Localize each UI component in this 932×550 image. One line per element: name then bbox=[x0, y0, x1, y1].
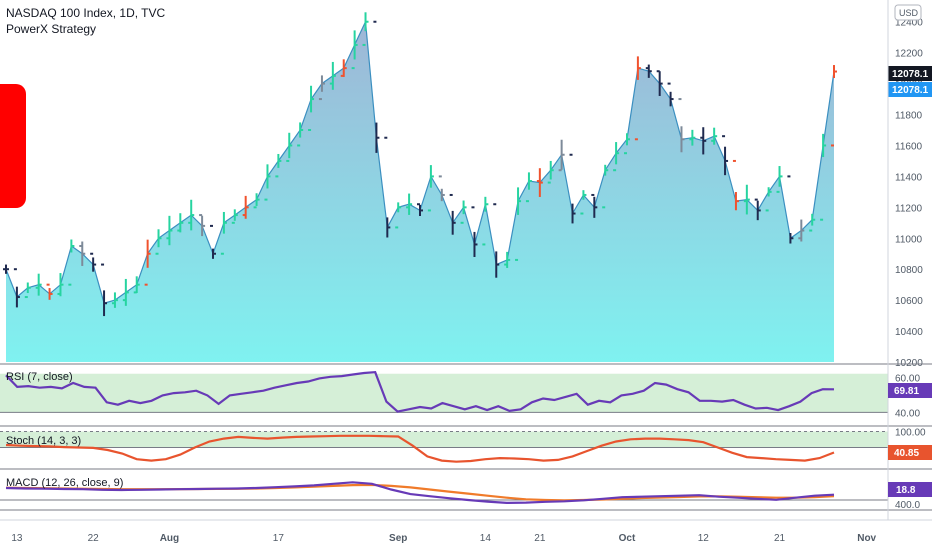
time-tick-label: Sep bbox=[389, 533, 407, 544]
currency-badge bbox=[894, 4, 922, 21]
time-tick-label: 21 bbox=[534, 533, 546, 544]
rsi-value-badge bbox=[888, 383, 932, 398]
rsi-label: RSI (7, close) bbox=[6, 371, 73, 383]
price-tick-label: 10600 bbox=[895, 296, 923, 307]
macd-label: MACD (12, 26, close, 9) bbox=[6, 477, 124, 489]
macd-line bbox=[5, 481, 835, 505]
rsi-tick-label: 60.00 bbox=[895, 374, 920, 385]
price-badge bbox=[888, 82, 932, 97]
currency-label: USD bbox=[899, 8, 919, 18]
study-label: PowerX Strategy bbox=[6, 22, 97, 36]
stoch-tick-label: 100.00 bbox=[895, 428, 926, 439]
red-side-tab[interactable] bbox=[0, 84, 26, 208]
macd-tick-label: 400.0 bbox=[895, 500, 920, 511]
stoch-pane bbox=[0, 431, 888, 463]
stoch-label: Stoch (14, 3, 3) bbox=[6, 435, 82, 447]
price-area bbox=[6, 21, 834, 362]
price-tick-label: 11200 bbox=[895, 203, 923, 214]
time-tick-label: 14 bbox=[480, 533, 492, 544]
time-tick-label: 12 bbox=[698, 533, 710, 544]
stoch-value: 40.85 bbox=[894, 448, 919, 459]
stoch-band bbox=[0, 431, 888, 448]
rsi-pane bbox=[0, 371, 888, 413]
price-tick-label: 12200 bbox=[895, 49, 923, 60]
rsi-value: 69.81 bbox=[894, 386, 919, 397]
price-tick-label: 11000 bbox=[895, 234, 923, 245]
price-tick-label: 11800 bbox=[895, 111, 923, 122]
macd-value-badge bbox=[888, 482, 932, 497]
price-badge-value: 12078.1 bbox=[892, 69, 929, 80]
time-tick-label: Aug bbox=[160, 533, 179, 544]
rsi-band bbox=[0, 373, 888, 413]
price-badge bbox=[888, 66, 932, 81]
price-badge-value: 12078.1 bbox=[892, 85, 929, 96]
chart-title: NASDAQ 100 Index, 1D, TVC bbox=[6, 6, 166, 20]
time-tick-label: 17 bbox=[273, 533, 285, 544]
macd-signal-line bbox=[5, 483, 835, 502]
time-tick-label: Nov bbox=[857, 533, 876, 544]
price-tick-label: 11400 bbox=[895, 172, 923, 183]
time-tick-label: 21 bbox=[774, 533, 786, 544]
price-tick-label: 10400 bbox=[895, 327, 923, 338]
price-tick-label: 12400 bbox=[895, 18, 923, 29]
time-tick-label: Oct bbox=[619, 533, 636, 544]
time-tick-label: 13 bbox=[11, 533, 23, 544]
stoch-line bbox=[5, 434, 835, 463]
rsi-tick-label: 40.00 bbox=[895, 408, 920, 419]
price-tick-label: 10800 bbox=[895, 265, 923, 276]
macd-pane bbox=[0, 481, 888, 505]
rsi-line bbox=[5, 371, 835, 413]
macd-value: 18.8 bbox=[896, 485, 916, 496]
stoch-value-badge bbox=[888, 445, 932, 460]
price-pane bbox=[3, 12, 837, 362]
time-tick-label: 22 bbox=[88, 533, 100, 544]
price-tick-label: 11600 bbox=[895, 141, 923, 152]
